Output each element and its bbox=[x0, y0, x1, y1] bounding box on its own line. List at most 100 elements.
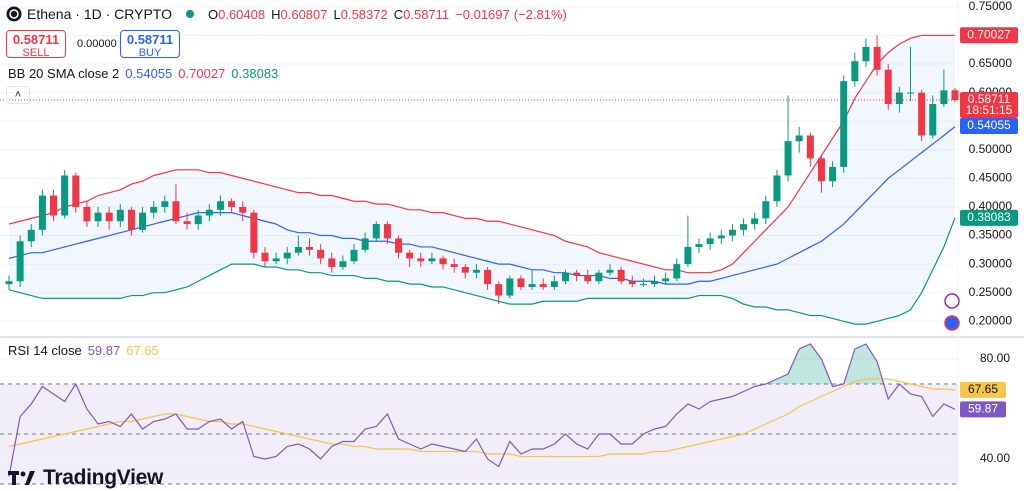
candle-body bbox=[695, 244, 703, 247]
candle-body bbox=[361, 238, 369, 250]
candle-body bbox=[417, 258, 425, 262]
candle-body bbox=[851, 61, 859, 82]
indicator-label[interactable]: RSI 14 close bbox=[8, 343, 82, 358]
candle-body bbox=[862, 46, 870, 62]
candle-body bbox=[484, 269, 492, 285]
rsi-line bbox=[8, 378, 956, 458]
sell-button[interactable]: 0.58711 SELL bbox=[6, 30, 66, 59]
candle-body bbox=[673, 264, 681, 279]
sell-label: SELL bbox=[22, 47, 50, 59]
candle-body bbox=[561, 272, 569, 282]
candle-body bbox=[216, 201, 224, 210]
candle-body bbox=[706, 238, 714, 245]
lower-band-tag-bg bbox=[960, 209, 1018, 226]
countdown: 18:51:15 bbox=[966, 103, 1013, 117]
ohlc-value: 0.60807 bbox=[280, 6, 328, 22]
candle-body bbox=[406, 252, 414, 259]
candle-body bbox=[328, 258, 336, 267]
ohlc-label: C bbox=[393, 6, 404, 22]
buy-price: 0.58711 bbox=[126, 32, 174, 47]
symbol-header: Ethena · 1D · CRYPTO O 0.60408 H 0.60807 L… bbox=[6, 6, 567, 22]
y-tick-label: 0.25000 bbox=[969, 285, 1013, 299]
y-tick-label: 0.20000 bbox=[969, 313, 1013, 327]
candle-body bbox=[951, 90, 959, 100]
candle-body bbox=[684, 246, 692, 265]
indicator-value: 67.65 bbox=[126, 343, 159, 358]
candle-body bbox=[317, 249, 325, 259]
candle-body bbox=[239, 206, 247, 213]
rsi-legend: RSI 14 close 59.87 67.65 bbox=[8, 343, 159, 358]
candle-body bbox=[272, 258, 280, 262]
candle-body bbox=[840, 81, 848, 167]
candle-body bbox=[617, 269, 625, 282]
indicator-value: 0.54055 bbox=[125, 66, 173, 81]
candle-body bbox=[929, 104, 937, 136]
buy-label: BUY bbox=[138, 47, 162, 59]
rsi-tag-bg bbox=[960, 381, 1006, 398]
candle-body bbox=[584, 275, 592, 282]
basis-tag: 0.54055 bbox=[967, 118, 1011, 132]
candle-body bbox=[784, 141, 792, 176]
candle-body bbox=[439, 258, 447, 265]
symbol-title: Ethena · 1D · CRYPTO bbox=[27, 6, 172, 22]
candle-body bbox=[873, 46, 881, 70]
candle-body bbox=[228, 201, 236, 207]
candle-body bbox=[573, 272, 581, 276]
candle-body bbox=[728, 229, 736, 236]
upper-band-tag-bg bbox=[960, 27, 1018, 44]
candle-body bbox=[94, 212, 102, 222]
candle-body bbox=[595, 272, 603, 282]
candle-body bbox=[662, 278, 670, 282]
candle-body bbox=[450, 264, 458, 267]
alert-icon[interactable] bbox=[944, 293, 960, 309]
y-tick-label: 0.65000 bbox=[969, 56, 1013, 70]
candle-body bbox=[740, 224, 748, 230]
y-tick-label: 0.40000 bbox=[969, 199, 1013, 213]
candle-body bbox=[428, 258, 436, 262]
market-status[interactable] bbox=[185, 10, 194, 18]
ohlc-value: 0.58711 bbox=[403, 6, 450, 22]
rsi-tag-bg bbox=[960, 401, 1006, 418]
collapse-button[interactable]: ˄ bbox=[6, 86, 30, 104]
y-tick-label: 0.35000 bbox=[969, 228, 1013, 242]
candle-body bbox=[83, 206, 91, 222]
candle-body bbox=[50, 195, 58, 216]
candle-body bbox=[16, 241, 24, 282]
candle-body bbox=[628, 281, 636, 285]
candle-body bbox=[906, 92, 914, 94]
lower-band-tag: 0.38083 bbox=[967, 210, 1011, 224]
ohlc-value: 0.60408 bbox=[218, 6, 266, 22]
change-percent: (−2.81%) bbox=[513, 6, 567, 22]
indicator-value: 0.38083 bbox=[231, 66, 279, 81]
candle-body bbox=[127, 209, 135, 230]
candle-body bbox=[472, 269, 480, 273]
candle-body bbox=[539, 284, 547, 287]
candle-body bbox=[550, 281, 558, 287]
candle-body bbox=[5, 281, 13, 285]
candle-body bbox=[305, 246, 313, 250]
ohlc-label: O bbox=[207, 6, 219, 22]
candle-body bbox=[651, 281, 659, 285]
buy-button[interactable]: 0.58711 BUY bbox=[120, 30, 180, 59]
candle-body bbox=[161, 201, 169, 207]
bb-legend: BB 20 SMA close 2 0.54055 0.70027 0.3808… bbox=[8, 66, 278, 81]
indicator-label[interactable]: BB 20 SMA close 2 bbox=[8, 66, 120, 81]
branding[interactable]: TradingView bbox=[8, 466, 163, 490]
candle-body bbox=[895, 92, 903, 105]
y-tick-label: 80.00 bbox=[980, 351, 1010, 365]
candle-body bbox=[183, 221, 191, 225]
candle-body bbox=[528, 284, 536, 287]
branding-logo bbox=[8, 471, 35, 485]
candle-body bbox=[383, 224, 391, 239]
candle-body bbox=[817, 158, 825, 182]
candle-body bbox=[294, 246, 302, 253]
candle-body bbox=[606, 269, 614, 273]
candle-body bbox=[918, 92, 926, 136]
price-tag: 0.58711 bbox=[968, 92, 1011, 106]
flag-icon[interactable] bbox=[944, 315, 960, 331]
rsi-tag: 67.65 bbox=[968, 382, 998, 396]
band-fill bbox=[9, 35, 955, 325]
candle-body bbox=[172, 201, 180, 222]
candle-body bbox=[806, 135, 814, 159]
